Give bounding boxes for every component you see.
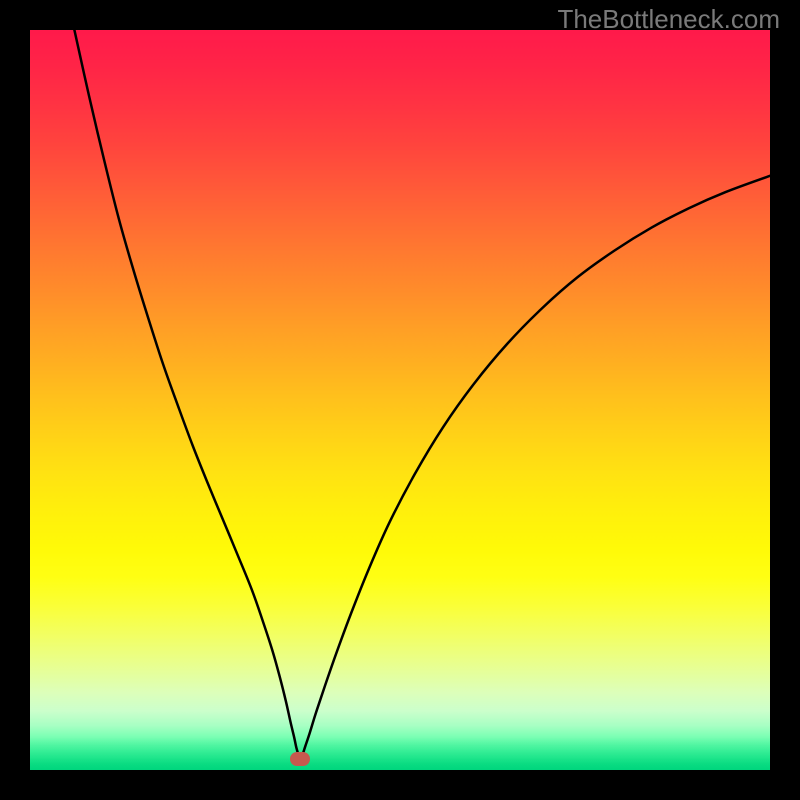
optimum-marker — [290, 752, 310, 766]
chart-root: TheBottleneck.com — [0, 0, 800, 800]
watermark-text: TheBottleneck.com — [557, 4, 780, 35]
chart-frame — [30, 30, 770, 770]
gradient-plot-area — [30, 30, 770, 770]
